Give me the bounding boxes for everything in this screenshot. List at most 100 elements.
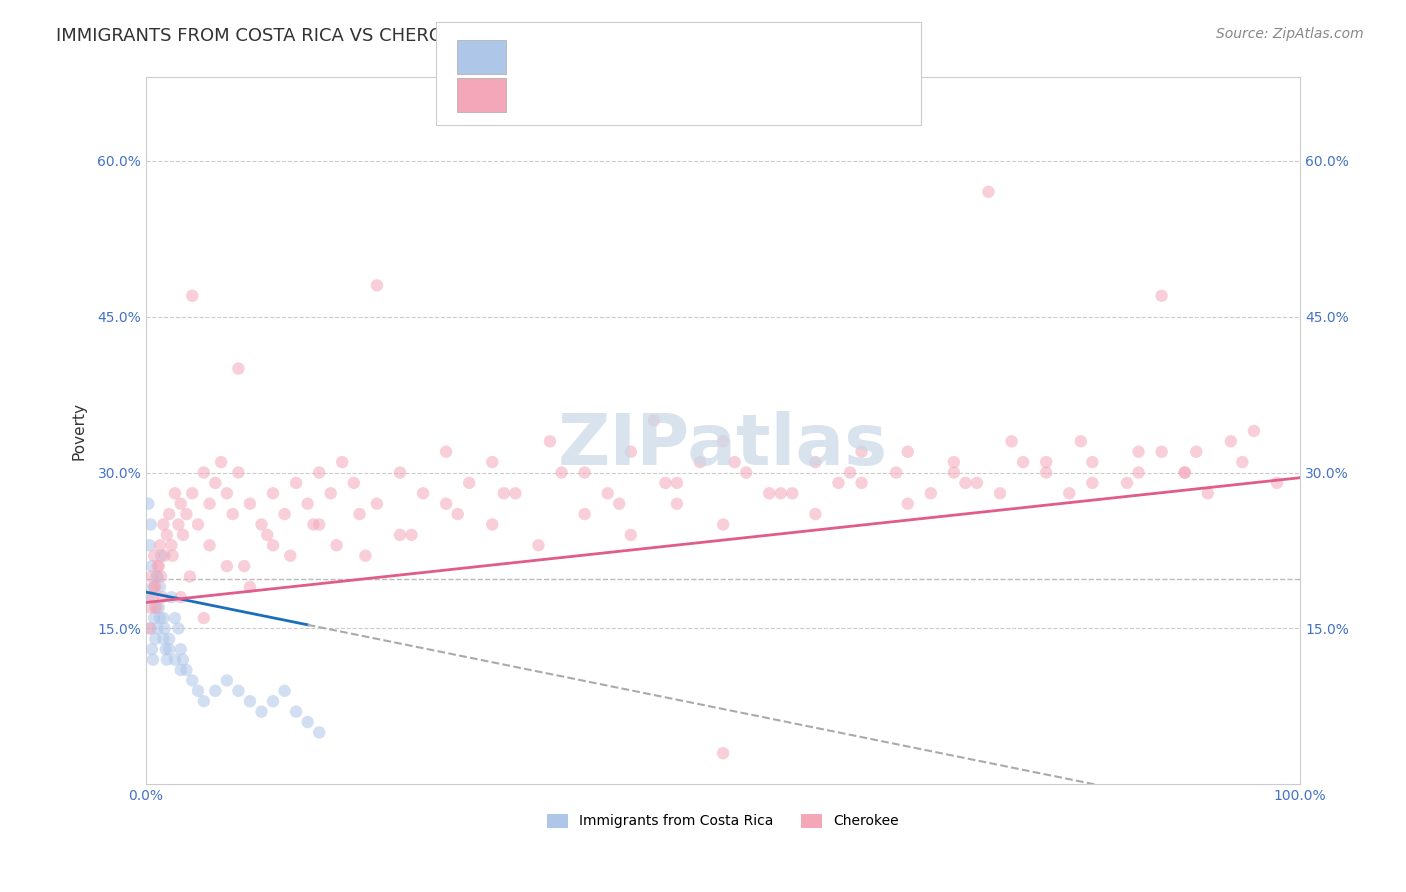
Point [172,528,194,542]
Point [1035,466,1057,480]
Point [193,466,215,480]
Point [176,663,198,677]
Point [401,528,423,542]
Point [138,591,160,605]
Point [239,497,262,511]
Point [193,611,215,625]
Point [1219,434,1241,449]
Point [239,580,262,594]
Point [1128,466,1150,480]
Point [148,600,170,615]
Point [1081,475,1104,490]
Point [1081,455,1104,469]
Point [262,694,284,708]
Point [308,466,330,480]
Point [187,683,209,698]
Point [142,580,165,594]
Point [215,486,238,500]
Point [285,705,308,719]
Point [157,632,180,646]
Point [481,455,503,469]
Point [239,694,262,708]
Point [884,466,907,480]
Point [157,507,180,521]
Point [308,725,330,739]
Point [851,475,873,490]
Point [607,497,630,511]
Point [141,559,163,574]
Point [152,632,174,646]
Text: ZIPatlas: ZIPatlas [558,410,889,480]
Point [162,549,184,563]
Point [150,549,173,563]
Point [163,653,186,667]
Point [138,622,160,636]
Point [1174,466,1197,480]
Point [343,475,366,490]
Point [153,622,176,636]
Point [145,569,167,583]
Point [665,497,688,511]
Point [851,444,873,458]
Point [1185,444,1208,458]
Point [148,559,170,574]
Point [146,622,169,636]
Point [250,705,273,719]
Point [1128,444,1150,458]
Point [215,673,238,688]
Point [574,466,596,480]
Text: N =: N = [626,50,659,64]
Point [262,538,284,552]
Point [804,455,827,469]
Point [458,475,481,490]
Point [349,507,371,521]
Point [273,507,295,521]
Point [1059,486,1081,500]
Point [193,694,215,708]
Point [434,497,457,511]
Legend: Immigrants from Costa Rica, Cherokee: Immigrants from Costa Rica, Cherokee [541,808,904,834]
Text: 47: 47 [664,50,690,64]
Point [955,475,977,490]
Point [221,507,243,521]
Point [146,559,169,574]
Text: IMMIGRANTS FROM COSTA RICA VS CHEROKEE POVERTY CORRELATION CHART: IMMIGRANTS FROM COSTA RICA VS CHEROKEE P… [56,27,765,45]
Point [139,622,162,636]
Point [141,569,163,583]
Point [278,549,301,563]
Point [149,580,172,594]
Point [330,455,353,469]
Point [167,517,190,532]
Point [758,486,780,500]
Point [942,455,965,469]
Text: N =: N = [626,87,659,102]
Point [228,683,250,698]
Point [1174,466,1197,480]
Point [142,591,165,605]
Point [492,486,515,500]
Point [538,434,561,449]
Point [228,361,250,376]
Text: -0.198: -0.198 [553,50,607,64]
Point [233,559,256,574]
Point [735,466,758,480]
Point [596,486,619,500]
Point [163,486,186,500]
Point [181,289,204,303]
Point [505,486,527,500]
Point [167,622,190,636]
Point [139,517,162,532]
Point [145,600,167,615]
Point [977,185,1000,199]
Point [138,538,160,552]
Point [388,466,411,480]
Point [155,642,177,657]
Point [156,528,179,542]
Point [297,714,319,729]
Point [620,444,643,458]
Point [769,486,792,500]
Point [139,600,162,615]
Point [988,486,1011,500]
Point [297,497,319,511]
Point [152,611,174,625]
